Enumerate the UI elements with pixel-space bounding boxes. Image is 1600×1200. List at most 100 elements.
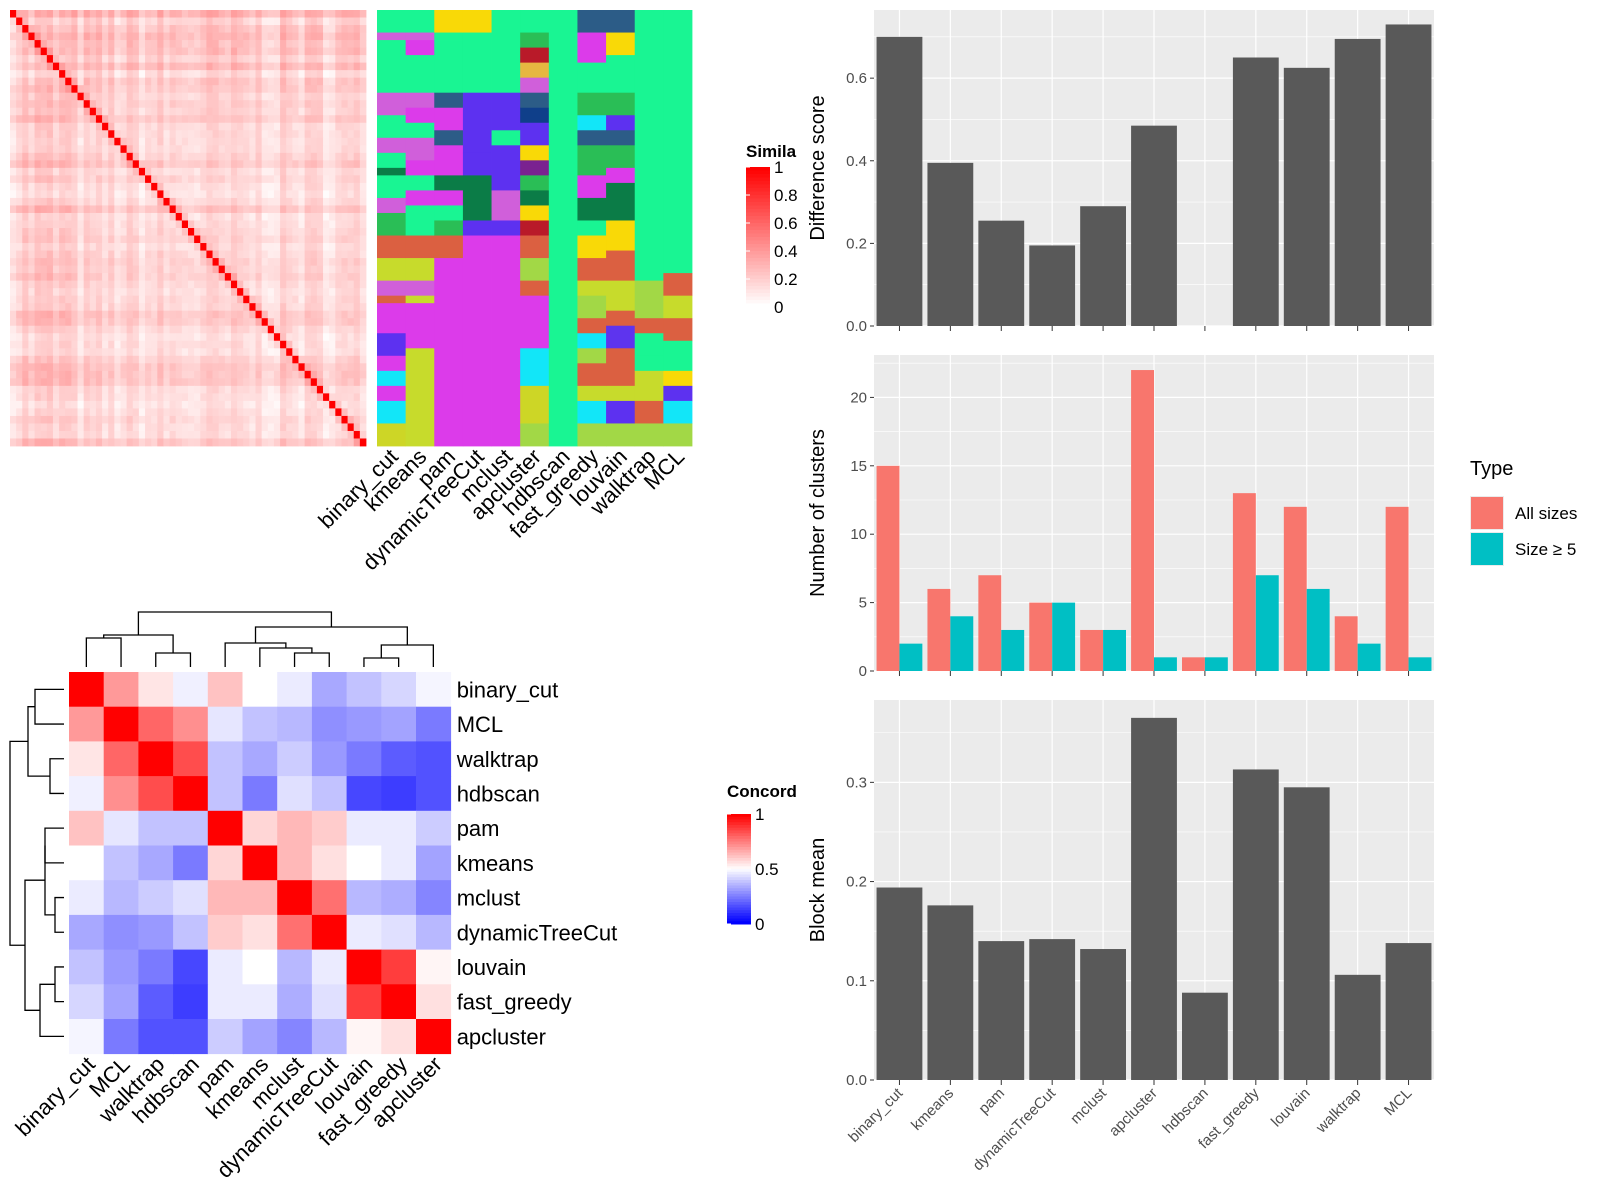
similarity-cell (200, 423, 207, 432)
similarity-cell (46, 243, 54, 251)
concordance-cell (69, 914, 105, 950)
similarity-cell (316, 355, 324, 364)
similarity-cell (255, 85, 263, 94)
similarity-cell (194, 258, 201, 266)
similarity-cell (132, 310, 140, 319)
similarity-cell (46, 250, 54, 259)
similarity-cell (243, 295, 250, 304)
similarity-cell (329, 378, 336, 387)
similarity-cell (243, 190, 250, 199)
similarity-cell (169, 62, 177, 71)
similarity-cell (206, 85, 213, 94)
assignment-cell-walktrap (634, 318, 664, 334)
similarity-cell (353, 32, 361, 41)
similarity-cell (108, 370, 115, 379)
similarity-cell (341, 122, 348, 131)
similarity-cell (335, 77, 342, 86)
similarity-cell (102, 250, 109, 259)
similarity-cell (323, 310, 330, 319)
similarity-cell (169, 220, 177, 229)
similarity-cell (273, 85, 281, 94)
similarity-cell (243, 393, 250, 402)
similarity-cell (22, 47, 29, 56)
similarity-cell (359, 40, 367, 48)
similarity-cell (237, 40, 244, 48)
similarity-cell (353, 160, 361, 169)
similarity-cell (114, 190, 121, 199)
similarity-cell (323, 92, 330, 101)
similarity-cell (16, 17, 23, 26)
similarity-cell (52, 85, 60, 94)
similarity-cell (316, 378, 324, 387)
similarity-cell (230, 333, 238, 342)
concordance-legend-swatch (727, 874, 751, 878)
similarity-cell (280, 363, 287, 372)
similarity-cell (65, 393, 72, 402)
similarity-cell (151, 152, 158, 161)
similarity-cell (145, 228, 152, 236)
assignment-cell-apcluster (520, 280, 550, 297)
similarity-cell (22, 92, 29, 101)
assignment-cell-MCL (663, 400, 693, 424)
concordance-legend-swatch (727, 830, 751, 834)
similarity-cell (206, 235, 213, 244)
similarity-cell (46, 228, 54, 236)
similarity-cell (16, 355, 23, 364)
similarity-cell (188, 280, 195, 289)
similarity-cell (316, 318, 324, 327)
concordance-legend-swatch (727, 863, 751, 867)
similarity-cell (316, 107, 324, 116)
column-dendrogram-branch (155, 652, 192, 667)
similarity-cell (95, 415, 103, 424)
similarity-cell (280, 348, 287, 357)
similarity-cell (145, 393, 152, 402)
similarity-cell (169, 393, 177, 402)
similarity-cell (188, 243, 195, 251)
similarity-cell (267, 205, 275, 214)
similarity-cell (89, 10, 97, 18)
similarity-cell (108, 355, 115, 364)
similarity-cell (230, 130, 238, 139)
x-tick-label: pam (975, 1085, 1008, 1118)
similarity-cell (304, 122, 312, 131)
similarity-cell (200, 10, 207, 18)
concordance-cell (69, 672, 105, 708)
similarity-cell (126, 107, 134, 116)
similarity-cell (316, 77, 324, 86)
similarity-cell (255, 190, 263, 199)
similarity-cell (114, 115, 121, 124)
similarity-cell (28, 25, 35, 33)
concordance-cell (207, 880, 243, 916)
similarity-cell (157, 370, 164, 379)
similarity-cell (194, 228, 201, 236)
similarity-cell (175, 393, 183, 402)
similarity-cell (114, 280, 121, 289)
similarity-cell (316, 250, 324, 259)
similarity-cell (108, 325, 115, 334)
similarity-cell (243, 197, 250, 206)
similarity-cell (280, 393, 287, 402)
concordance-legend-swatch (727, 869, 751, 873)
similarity-cell (329, 47, 336, 56)
similarity-cell (224, 100, 232, 109)
similarity-cell (71, 355, 78, 364)
similarity-cell (145, 325, 152, 334)
similarity-cell (347, 152, 355, 161)
concordance-cell (311, 1019, 347, 1055)
similarity-cell (243, 160, 250, 169)
similarity-cell (83, 70, 91, 79)
similarity-cell (304, 280, 312, 289)
similarity-cell (218, 40, 226, 48)
similarity-cell (335, 220, 342, 229)
similarity-cell (10, 363, 17, 372)
similarity-cell (323, 152, 330, 161)
similarity-cell (188, 92, 195, 101)
similarity-cell (304, 228, 312, 236)
similarity-cell (157, 378, 164, 387)
similarity-cell (280, 340, 287, 349)
similarity-cell (280, 370, 287, 379)
y-axis-label: Block mean (807, 838, 829, 943)
similarity-cell (249, 288, 256, 297)
similarity-cell (261, 423, 269, 432)
concordance-legend-swatch (727, 877, 751, 881)
